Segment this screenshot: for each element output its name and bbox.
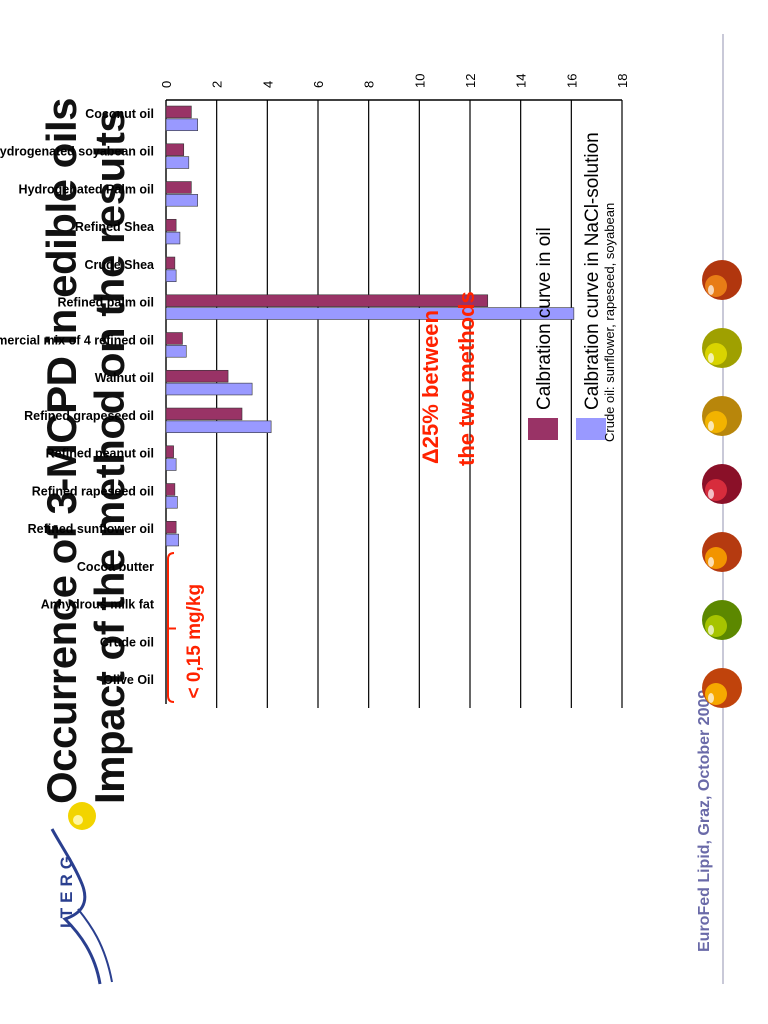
oil-drop-icon-4 [702, 396, 742, 436]
bar-nacl-0 [165, 118, 198, 132]
bar-nacl-5 [165, 307, 575, 320]
tick-label-16: 16 [564, 74, 579, 88]
bar-oil-8 [165, 407, 243, 421]
bar-nacl-10 [165, 496, 178, 509]
bar-oil-6 [165, 332, 183, 345]
tick-label-6: 6 [311, 81, 326, 88]
bar-nacl-11 [165, 533, 179, 547]
oil-drops-decoration [702, 260, 742, 708]
bar-nacl-3 [165, 231, 181, 245]
bar-nacl-8 [165, 420, 272, 434]
tick-label-2: 2 [210, 81, 225, 88]
tick-label-10: 10 [412, 74, 427, 88]
bar-oil-9 [165, 445, 174, 458]
legend-swatch-1 [528, 418, 558, 440]
logo-sun-highlight [73, 815, 83, 825]
annotation-delta-line-1: Δ25% between [418, 310, 443, 464]
oil-drop-icon-3 [702, 464, 742, 504]
bar-nacl-1 [165, 156, 190, 169]
category-label-3: Refined Shea [75, 220, 155, 234]
annotation-delta-line-2: the two methods [454, 291, 479, 466]
category-label-9: Refined peanut oil [46, 447, 154, 461]
tick-label-18: 18 [615, 74, 630, 88]
category-label-4: Crude Shea [85, 258, 156, 272]
tick-label-14: 14 [514, 74, 529, 88]
category-label-14: Crude oil [100, 635, 154, 649]
bar-oil-1 [165, 143, 185, 156]
bar-nacl-7 [165, 382, 253, 396]
legend-swatch-0 [576, 418, 606, 440]
category-label-11: Refined sunflower oil [28, 522, 154, 536]
category-label-15: Olive Oil [103, 673, 154, 687]
category-label-10: Refined rapeseed oil [32, 484, 154, 498]
category-label-8: Refined grapeseed oil [24, 409, 154, 423]
bracket-low-values [167, 552, 176, 703]
annotation-crude-oil: Crude oil: sunflower, rapeseed, soyabean [602, 203, 617, 442]
tick-label-0: 0 [159, 81, 174, 88]
category-label-7: Walnut oil [95, 371, 154, 385]
oil-drop-icon-5 [702, 328, 742, 368]
category-label-12: Cocoa butter [77, 560, 154, 574]
oil-drop-icon-6 [702, 260, 742, 300]
annotation-low-values: < 0,15 mg/kg [184, 584, 205, 699]
bar-oil-11 [165, 520, 177, 534]
bar-oil-4 [165, 256, 176, 270]
bar-oil-0 [165, 105, 192, 119]
bar-oil-3 [165, 218, 177, 232]
logo-swoosh-2 [77, 908, 113, 983]
bar-nacl-4 [165, 269, 177, 283]
category-label-2: Hydrogenated Palm oil [19, 182, 154, 196]
category-label-6: Commercial mix of 4 refined oil [0, 333, 154, 347]
iterg-logo [50, 802, 113, 985]
legend-label-1: Calbration curve in oil [534, 227, 555, 410]
bar-oil-5 [165, 294, 489, 307]
bar-nacl-9 [165, 458, 177, 471]
category-label-0: Coconut oil [85, 107, 154, 121]
tick-label-12: 12 [463, 74, 478, 88]
bar-oil-10 [165, 483, 176, 496]
bar-oil-7 [165, 369, 229, 383]
oil-drop-icon-0 [702, 668, 742, 708]
tick-label-8: 8 [362, 81, 377, 88]
category-label-13: Anhydrous milk fat [41, 598, 155, 612]
bar-oil-2 [165, 181, 192, 194]
legend-label-0: Calbration curve in NaCl-solution [582, 132, 603, 410]
oil-drop-icon-2 [702, 532, 742, 572]
bar-nacl-6 [165, 345, 187, 358]
oil-drop-icon-1 [702, 600, 742, 640]
tick-label-4: 4 [260, 81, 275, 88]
category-label-5: Refined palm oil [57, 296, 154, 310]
logo-swoosh [50, 828, 102, 985]
category-label-1: Hydrogenated soyabean oil [0, 145, 154, 159]
bar-nacl-2 [165, 194, 198, 207]
